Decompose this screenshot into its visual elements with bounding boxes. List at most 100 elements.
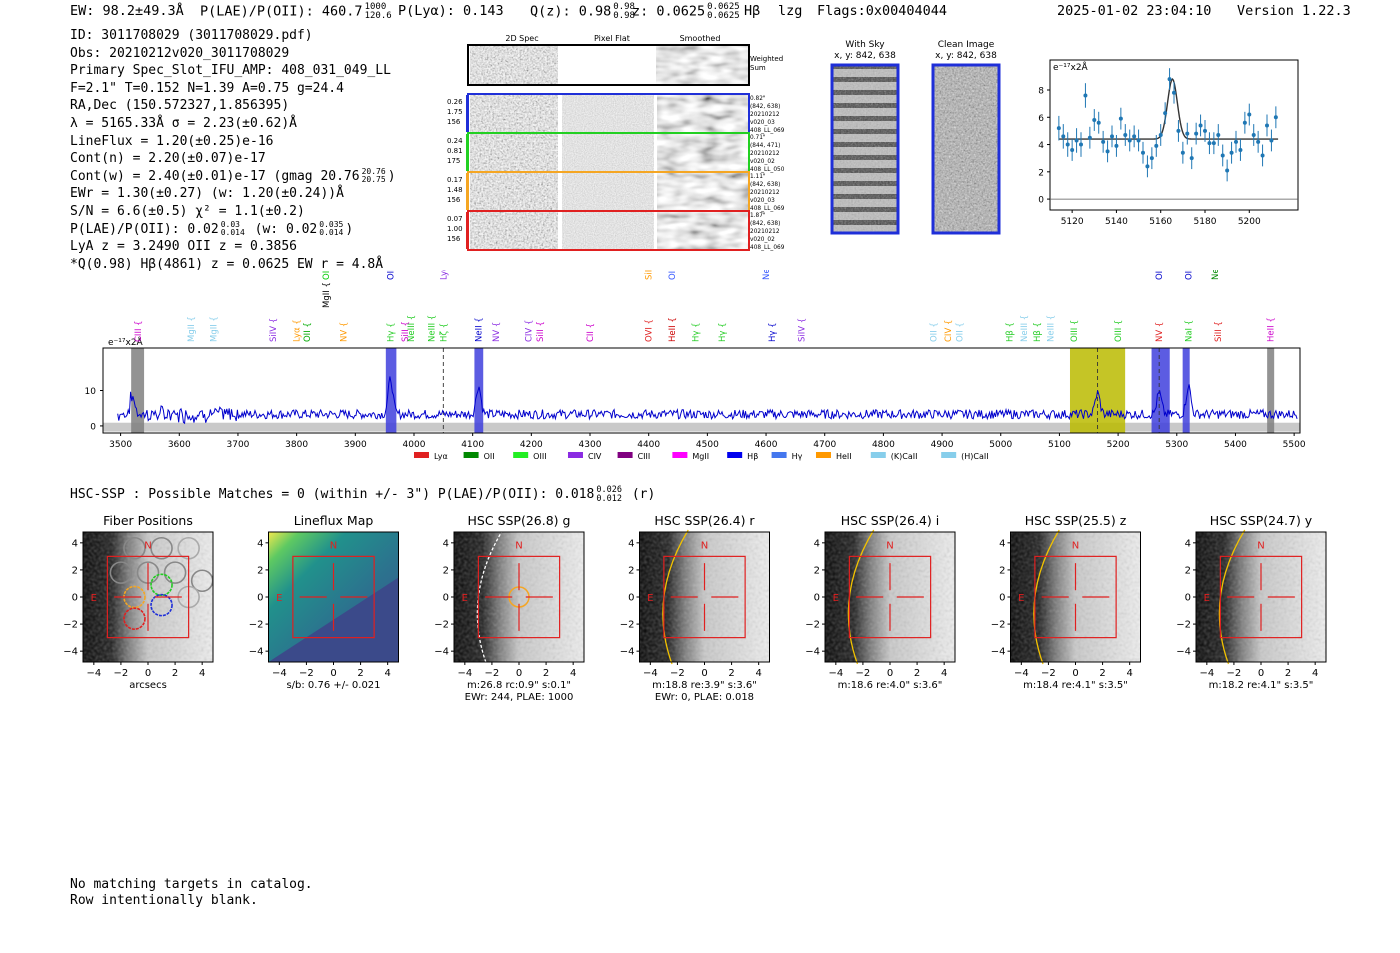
zoom-data-point bbox=[1269, 138, 1274, 143]
emission-line-label: SiIV { bbox=[645, 270, 655, 280]
weighted-label-2: Sum bbox=[750, 64, 766, 72]
zoom-data-point bbox=[1251, 133, 1256, 137]
zoom-data-point bbox=[1061, 134, 1066, 139]
hsc-cutout-noise bbox=[83, 532, 213, 662]
fiber-pixel-flat bbox=[562, 95, 654, 132]
hsc-xtick-label: 2 bbox=[1099, 668, 1105, 679]
fiber-row: 0.17 1.48 156 1.11" (842, 638) 20210212 v020_0… bbox=[447, 171, 785, 212]
emission-line-label: SiIV { bbox=[269, 318, 279, 342]
col-flat-label: Pixel Flat bbox=[594, 34, 630, 43]
header-datetime: 2025-01-02 23:04:10 bbox=[1057, 3, 1212, 19]
fiber-row-meta: 20210212 bbox=[750, 229, 780, 235]
info-ewr: EWr = 1.30(±0.27) (w: 1.20(±0.24))Å bbox=[70, 186, 344, 202]
zoom-data-point bbox=[1238, 148, 1243, 152]
emission-line-label: NV { bbox=[1155, 322, 1165, 342]
emission-line-label: OIII { bbox=[1114, 320, 1124, 342]
hsc-caption: m:18.4 re:4.1" s:3.5" bbox=[1023, 680, 1128, 691]
emission-line-label: Hγ { bbox=[768, 322, 778, 342]
fiber-row-stat: 175 bbox=[447, 157, 460, 165]
hsc-xtick-label: −2 bbox=[485, 668, 500, 679]
legend-swatch bbox=[567, 452, 583, 458]
zoom-data-point bbox=[1154, 143, 1159, 148]
zoom-data-point bbox=[1225, 168, 1230, 173]
info-lambda: λ = 5165.33Å σ = 2.23(±0.62)Å bbox=[70, 115, 297, 131]
clean-image-title: Clean Image bbox=[938, 40, 995, 50]
hsc-xtick-label: −4 bbox=[86, 668, 101, 679]
zoom-data-point bbox=[1247, 112, 1252, 117]
emission-line-label: CIV { bbox=[524, 320, 534, 342]
east-label: E bbox=[91, 593, 97, 604]
info-sn: S/N = 6.6(±0.5) χ² = 1.1(±0.2) bbox=[70, 203, 305, 219]
legend-label: CIV bbox=[588, 452, 602, 461]
legend-label: HeII bbox=[836, 452, 852, 461]
hsc-caption: arcsecs bbox=[129, 680, 167, 691]
fiber-row-stat: 0.24 bbox=[447, 137, 463, 145]
hsc-xtick-label: 2 bbox=[172, 668, 178, 679]
east-label: E bbox=[1018, 593, 1024, 604]
full-xtick-label: 4400 bbox=[637, 440, 660, 450]
legend-swatch bbox=[870, 452, 886, 458]
legend-swatch bbox=[815, 452, 831, 458]
shaded-line-region bbox=[131, 348, 145, 433]
info-best: *Q(0.98) Hβ(4861) z = 0.0625 EW r = 4.8Å bbox=[70, 256, 384, 272]
info-contw: Cont(w) = 2.40(±0.01)e-17 (gmag 20.76 20.… bbox=[70, 167, 470, 186]
hsc-cutout-noise bbox=[454, 532, 584, 662]
full-xtick-label: 4000 bbox=[403, 440, 426, 450]
hsc-caption-2: EWr: 0, PLAE: 0.018 bbox=[655, 692, 754, 703]
info-plae-prefix: P(LAE)/P(OII): 0.02 bbox=[70, 221, 219, 237]
east-label: E bbox=[462, 593, 468, 604]
emission-line-label: OII { bbox=[387, 270, 397, 280]
zoom-data-point bbox=[1229, 150, 1234, 155]
hsc-xtick-label: −4 bbox=[828, 668, 843, 679]
hsc-ytick-label: 4 bbox=[999, 538, 1005, 549]
emission-line-label: OIII { bbox=[1070, 320, 1080, 342]
hsc-xtick-label: −4 bbox=[272, 668, 287, 679]
zoom-ytick-label: 6 bbox=[1038, 114, 1044, 124]
with-sky-image bbox=[830, 63, 900, 235]
fiber-row-meta: (842, 638) bbox=[750, 221, 780, 227]
info-obs: Obs: 20210212v020_3011708029 bbox=[70, 45, 290, 61]
hsc-header-suffix: (r) bbox=[631, 487, 656, 502]
info-lineflux: LineFlux = 1.20(±0.25)e-16 bbox=[70, 133, 274, 149]
zoom-data-point bbox=[1136, 138, 1141, 143]
sky-residual-band bbox=[103, 422, 1300, 432]
hsc-panel-title: HSC SSP(24.7) y bbox=[1210, 513, 1313, 528]
emission-line-label: MgII { bbox=[187, 316, 197, 342]
hsc-header: HSC-SSP : Possible Matches = 0 (within +… bbox=[70, 486, 655, 503]
emission-line-label: SiII { bbox=[536, 321, 546, 342]
info-contw-lo: 20.75 bbox=[361, 175, 386, 185]
hsc-xtick-label: 4 bbox=[384, 668, 390, 679]
full-xtick-label: 4500 bbox=[696, 440, 719, 450]
legend-label: Hγ bbox=[792, 452, 803, 461]
zoom-data-point bbox=[1074, 138, 1079, 143]
zoom-data-point bbox=[1096, 120, 1101, 125]
fiber-row-meta: 20210212 bbox=[750, 112, 780, 118]
emission-line-label: SiII { bbox=[401, 321, 411, 342]
fiber-row-stat: 1.48 bbox=[447, 186, 463, 194]
full-xtick-label: 4200 bbox=[520, 440, 543, 450]
north-label: N bbox=[886, 540, 893, 551]
hsc-xtick-label: −4 bbox=[1199, 668, 1214, 679]
zoom-data-point bbox=[1265, 123, 1269, 128]
emission-line-label: CIV { bbox=[944, 320, 954, 342]
hsc-xtick-label: 4 bbox=[570, 668, 576, 679]
footer-line-1: No matching targets in catalog. bbox=[70, 877, 313, 892]
fiber-row-meta: (844, 471) bbox=[750, 143, 780, 149]
zoom-model-fit bbox=[1058, 77, 1279, 140]
weighted-sum-row: Weighted Sum bbox=[467, 44, 783, 86]
info-plae-mid: (w: 0.02 bbox=[254, 221, 318, 237]
east-label: E bbox=[276, 593, 282, 604]
legend-swatch bbox=[771, 452, 787, 458]
zoom-data-point bbox=[1273, 115, 1278, 120]
hsc-xtick-label: 0 bbox=[1072, 668, 1078, 679]
hsc-xtick-label: 0 bbox=[330, 668, 336, 679]
hsc-ytick-label: 2 bbox=[814, 565, 820, 576]
info-fit: F=2.1" T=0.152 N=1.39 A=0.75 g=24.4 bbox=[70, 80, 344, 96]
fiber-row-meta: 408_LL_069 bbox=[750, 206, 785, 212]
clean-image-xy: x, y: 842, 638 bbox=[935, 51, 997, 61]
north-label: N bbox=[1072, 540, 1079, 551]
full-xtick-label: 4900 bbox=[931, 440, 954, 450]
hsc-caption: m:26.8 rc:0.9" s:0.1" bbox=[467, 680, 571, 691]
